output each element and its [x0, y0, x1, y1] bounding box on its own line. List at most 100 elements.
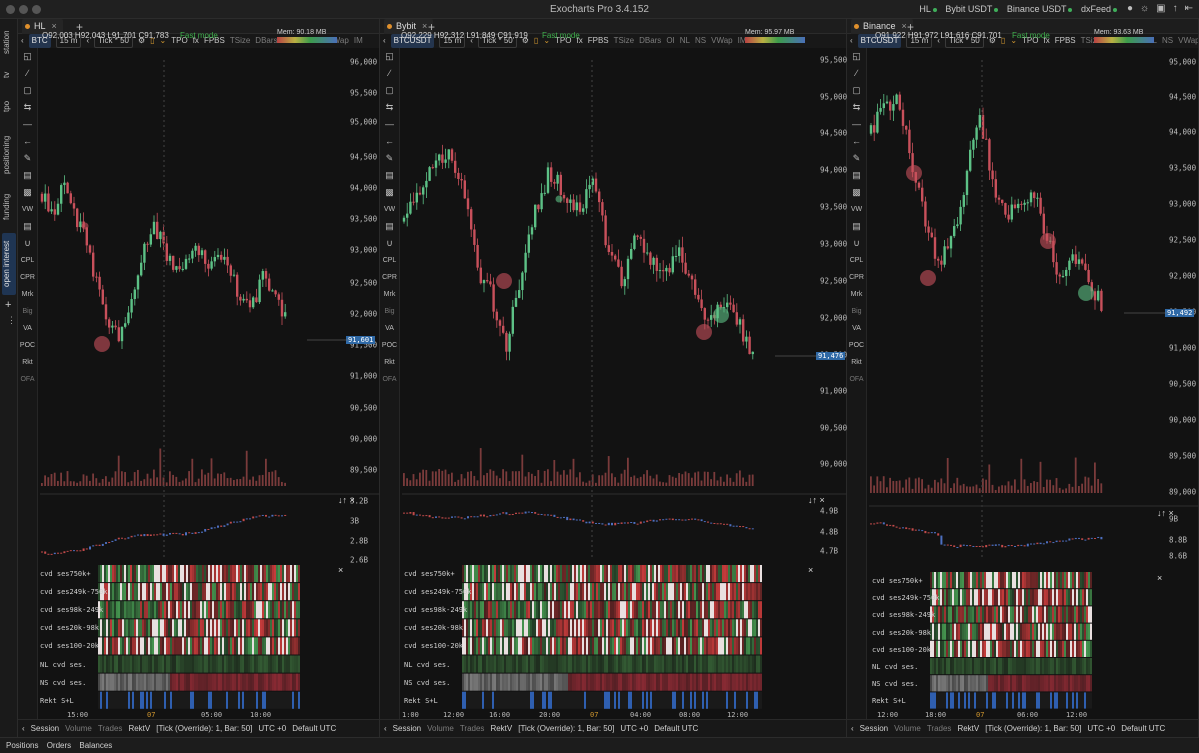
- back-icon[interactable]: ‹: [851, 724, 854, 733]
- footer-tab[interactable]: Volume: [65, 724, 92, 733]
- tpo-button[interactable]: TPO: [555, 36, 572, 45]
- tpo-button[interactable]: TPO: [1022, 36, 1039, 45]
- footer-tab[interactable]: UTC +0: [258, 724, 287, 733]
- tool-mrk[interactable]: Mrk: [21, 291, 34, 298]
- add-tab-icon[interactable]: +: [428, 20, 436, 34]
- footer-tab[interactable]: UTC +0: [620, 724, 649, 733]
- collapse-icon[interactable]: ⇤: [1184, 3, 1193, 14]
- footer-tab[interactable]: Session: [392, 724, 422, 733]
- tool-ofa[interactable]: OFA: [20, 376, 35, 383]
- timeframe-select[interactable]: 15 m: [439, 34, 466, 48]
- drawing-tool-icon[interactable]: ▢: [385, 85, 394, 95]
- tab-positions[interactable]: Positions: [6, 741, 39, 750]
- tool-rkt[interactable]: Rkt: [22, 359, 33, 366]
- settings-icon[interactable]: ⚙: [988, 36, 996, 45]
- settings-icon[interactable]: ⚙: [521, 36, 529, 45]
- footer-tab[interactable]: Session: [859, 724, 889, 733]
- tool-va[interactable]: VA: [852, 325, 861, 332]
- fx-icon[interactable]: fx: [576, 36, 583, 45]
- panel-tab[interactable]: Bybit ×: [384, 19, 434, 34]
- window-controls[interactable]: [6, 5, 45, 16]
- tool-big[interactable]: Big: [22, 308, 33, 315]
- users-icon[interactable]: ●: [1126, 3, 1133, 14]
- toolbar-tag[interactable]: IM: [737, 36, 747, 45]
- sidebar-tab-open-interest[interactable]: open interest: [2, 233, 16, 295]
- footer-tab[interactable]: Session: [30, 724, 60, 733]
- drawing-tool-icon[interactable]: ⇆: [23, 102, 32, 112]
- chevron-down-icon[interactable]: ⌄: [159, 36, 167, 45]
- footer-tab[interactable]: [Tick (Override): 1, Bar: 50]: [985, 724, 1082, 733]
- back-icon[interactable]: ‹: [850, 36, 853, 45]
- timeframe-select[interactable]: 15 m: [906, 34, 933, 48]
- tool-cpr[interactable]: CPR: [382, 274, 397, 281]
- drawing-tool-icon[interactable]: ∕: [388, 68, 391, 78]
- profile-icon[interactable]: ▤: [385, 221, 394, 231]
- pane-controls[interactable]: ↓↑ ×: [1157, 508, 1174, 518]
- drawing-tool-icon[interactable]: —: [23, 119, 32, 129]
- sidebar-tab-station[interactable]: station: [2, 30, 11, 54]
- toolbar-tag[interactable]: NS: [695, 36, 707, 45]
- close-icon[interactable]: ×: [808, 565, 814, 575]
- tab-balances[interactable]: Balances: [79, 741, 113, 750]
- tick-select[interactable]: Tick * 50: [94, 34, 133, 48]
- toolbar-tag[interactable]: VWap: [327, 36, 349, 45]
- symbol-select[interactable]: BTCUSDT: [390, 34, 435, 48]
- tool-poc[interactable]: POC: [381, 342, 398, 349]
- toolbar-tag[interactable]: FPBS: [1054, 36, 1076, 45]
- profile-icon[interactable]: ▤: [23, 221, 32, 231]
- pane-controls[interactable]: ↓↑ ×: [338, 495, 355, 505]
- fx-icon[interactable]: fx: [1043, 36, 1050, 45]
- drawing-tool-icon[interactable]: —: [385, 119, 394, 129]
- sidebar-tab-positioning[interactable]: positioning: [2, 135, 11, 175]
- candle-icon[interactable]: ▯: [533, 36, 539, 45]
- close-icon[interactable]: ×: [1157, 573, 1163, 583]
- tool-big[interactable]: Big: [384, 308, 395, 315]
- tool-cpr[interactable]: CPR: [849, 274, 864, 281]
- drawing-tool-icon[interactable]: ▤: [23, 170, 32, 180]
- back-icon[interactable]: ‹: [384, 724, 387, 733]
- footer-tab[interactable]: Volume: [427, 724, 454, 733]
- tool-big[interactable]: Big: [851, 308, 862, 315]
- drawing-tool-icon[interactable]: ▩: [852, 187, 861, 197]
- footer-tab[interactable]: Trades: [926, 724, 952, 733]
- footer-tab[interactable]: Volume: [894, 724, 921, 733]
- footer-tab[interactable]: Default UTC: [292, 724, 337, 733]
- panel-tab[interactable]: Binance ×: [851, 19, 913, 34]
- close-icon[interactable]: ×: [422, 21, 428, 31]
- candle-icon[interactable]: ▯: [150, 36, 155, 45]
- drawing-tool-icon[interactable]: ▩: [385, 187, 394, 197]
- tool-mrk[interactable]: Mrk: [850, 291, 863, 298]
- tool-cpl[interactable]: CPL: [849, 257, 864, 264]
- timeframe-select[interactable]: 15 m: [55, 34, 82, 48]
- toolbar-tag[interactable]: DBars: [255, 36, 278, 45]
- fx-icon[interactable]: fx: [192, 36, 199, 45]
- more-icon[interactable]: ⋮: [7, 315, 16, 325]
- feed-bybit[interactable]: Bybit USDT: [945, 4, 993, 14]
- tick-select[interactable]: Tick * 50: [944, 34, 984, 48]
- symbol-select[interactable]: BTC: [28, 34, 51, 48]
- tool-ofa[interactable]: OFA: [382, 376, 397, 383]
- back-icon[interactable]: ‹: [21, 36, 24, 45]
- sun-icon[interactable]: ☼: [1139, 3, 1150, 14]
- toolbar-tag[interactable]: TSize: [229, 36, 251, 45]
- drawing-tool-icon[interactable]: ▤: [852, 170, 861, 180]
- drawing-tool-icon[interactable]: ✎: [852, 153, 861, 163]
- feed-hl[interactable]: HL: [919, 4, 931, 14]
- tool-poc[interactable]: POC: [848, 342, 865, 349]
- profile-icon[interactable]: ▤: [852, 221, 861, 231]
- footer-tab[interactable]: Default UTC: [654, 724, 699, 733]
- back-icon[interactable]: ‹: [383, 36, 386, 45]
- sidebar-tab-funding[interactable]: funding: [2, 193, 11, 221]
- toolbar-tag[interactable]: NL: [679, 36, 690, 45]
- add-layout-icon[interactable]: +: [5, 299, 12, 311]
- candle-icon[interactable]: ▯: [1000, 36, 1006, 45]
- sidebar-tab-tpo[interactable]: tpo: [2, 100, 11, 112]
- drawing-tool-icon[interactable]: ▩: [23, 187, 32, 197]
- toolbar-tag[interactable]: IM: [353, 36, 363, 45]
- add-tab-icon[interactable]: +: [76, 20, 84, 34]
- footer-tab[interactable]: [Tick (Override): 1, Bar: 50]: [156, 724, 253, 733]
- footer-tab[interactable]: UTC +0: [1087, 724, 1116, 733]
- toolbar-tag[interactable]: DBars: [639, 36, 662, 45]
- drawing-tool-icon[interactable]: ✎: [23, 153, 32, 163]
- drawing-tool-icon[interactable]: ⇆: [385, 102, 394, 112]
